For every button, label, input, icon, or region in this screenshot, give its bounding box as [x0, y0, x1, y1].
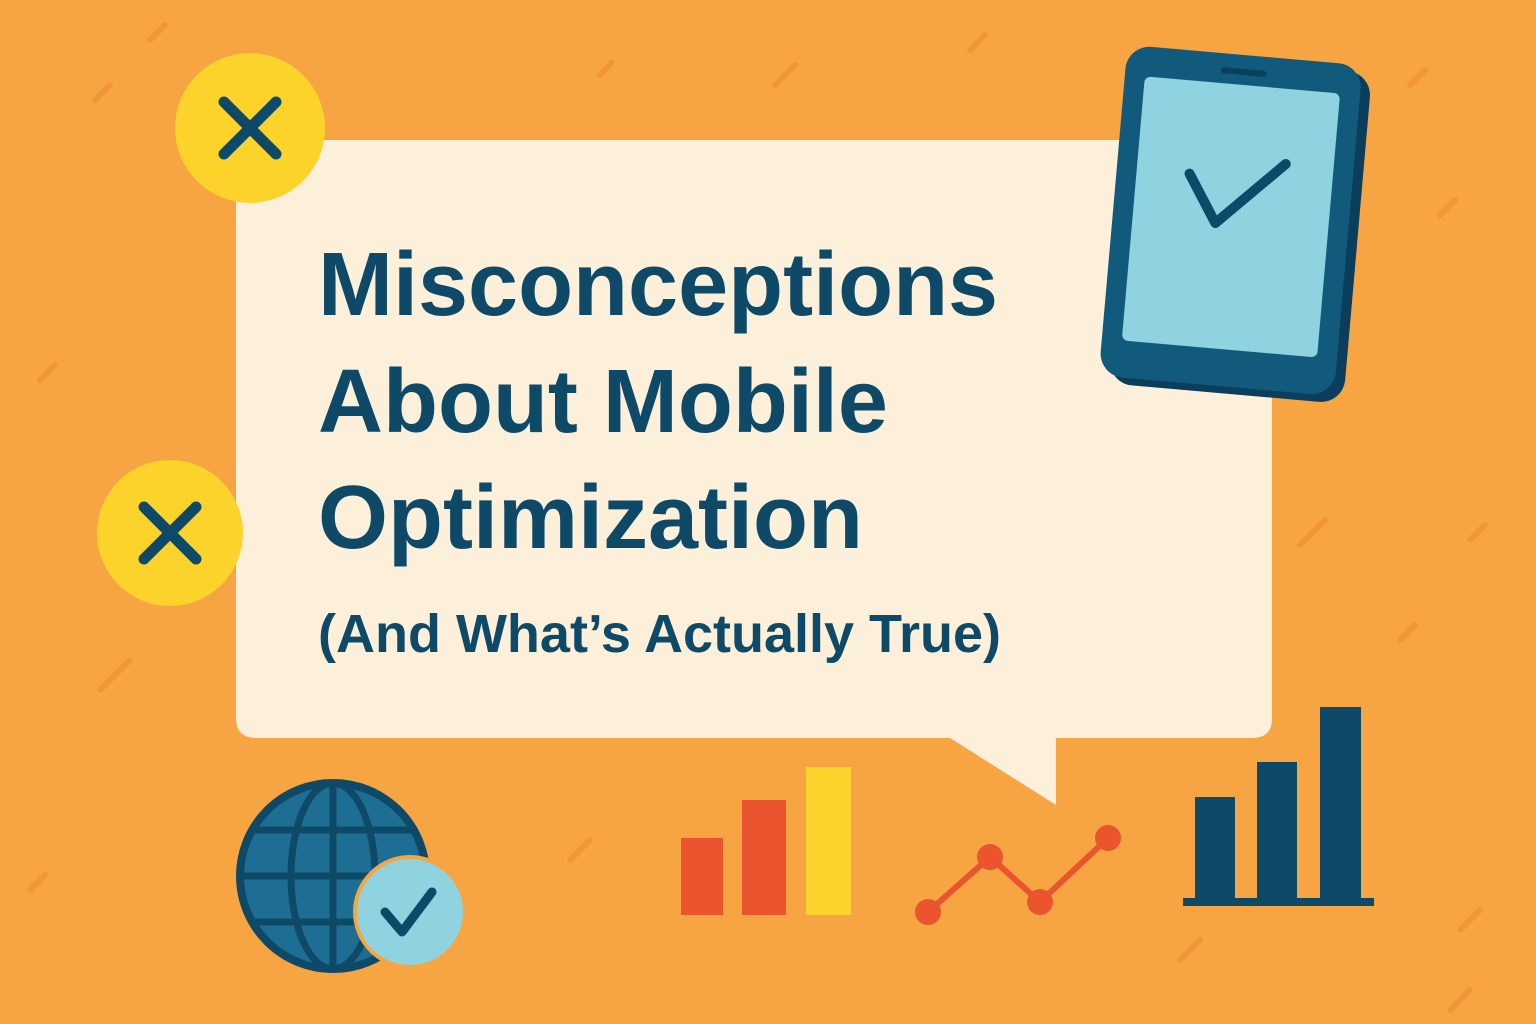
speech-bubble — [236, 140, 1272, 805]
title-line: About Mobile — [318, 352, 888, 452]
bar-icon — [1183, 707, 1374, 906]
x-icon — [175, 53, 325, 203]
subtitle: (And What’s Actually True) — [318, 604, 1001, 664]
globe-icon — [236, 779, 467, 973]
line-icon — [915, 825, 1121, 925]
phone-icon — [1100, 46, 1371, 402]
bar-icon — [681, 767, 851, 915]
x-icon — [97, 460, 243, 606]
title-line: Optimization — [318, 468, 863, 568]
title-line: Misconceptions — [318, 235, 998, 335]
